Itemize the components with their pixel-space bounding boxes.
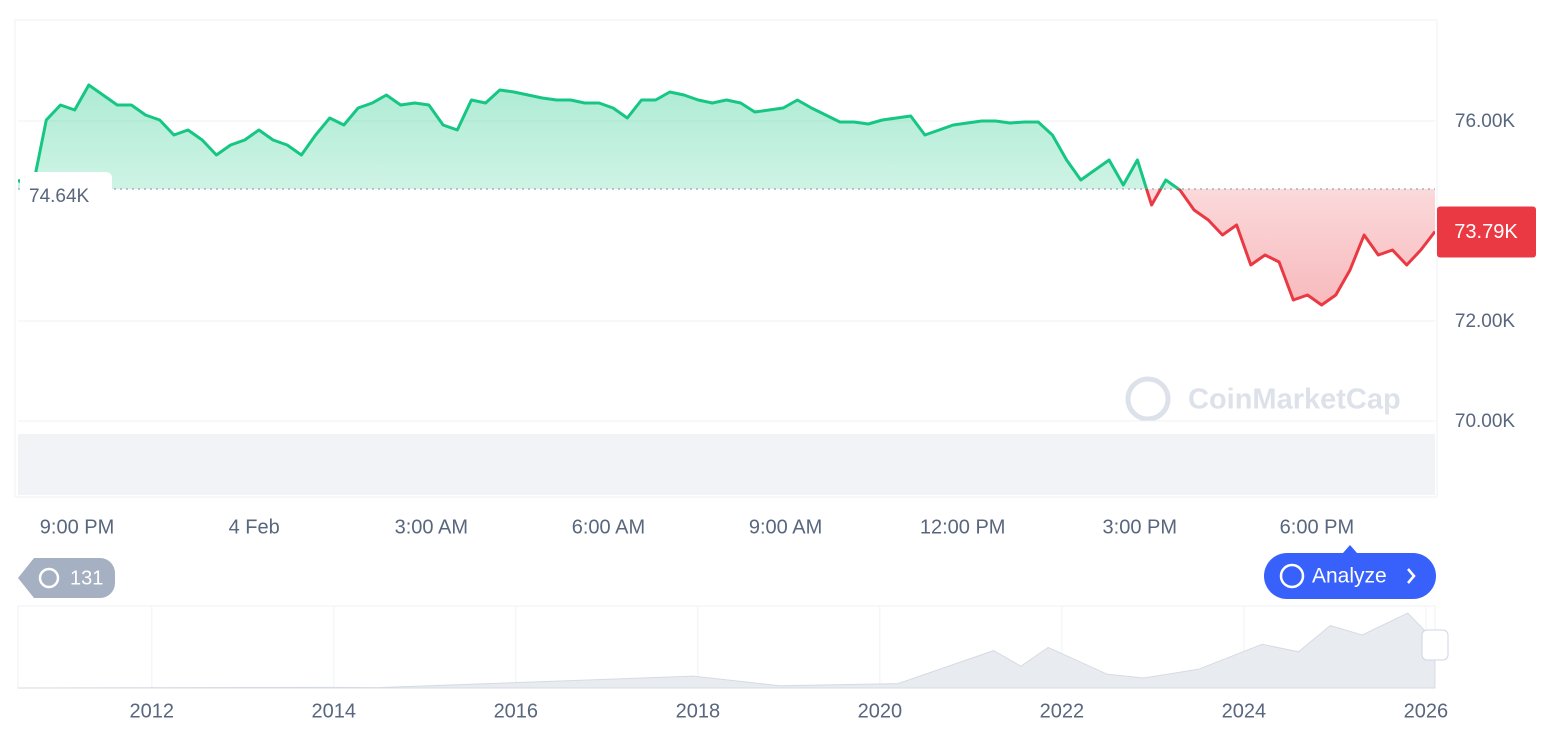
- analyze-bg[interactable]: [1264, 553, 1436, 599]
- analyze-icon: [1279, 563, 1305, 589]
- last-price-label: 73.79K: [1454, 221, 1518, 243]
- analyze-button[interactable]: Analyze: [1264, 545, 1436, 599]
- navigator: [17, 606, 1436, 689]
- navigator-x-label: 2024: [1222, 700, 1267, 722]
- navigator-x-label: 2022: [1040, 700, 1085, 722]
- last-price-badge: [1437, 206, 1536, 258]
- navigator-handle[interactable]: [1421, 629, 1449, 661]
- history-badge-bg: [18, 558, 115, 598]
- baseline-label: 74.64K: [29, 186, 90, 207]
- price-line-up: [18, 83, 1182, 189]
- plot-frame: [14, 19, 1438, 498]
- navigator-x-label: 2026: [1404, 700, 1449, 722]
- history-icon: [38, 567, 60, 589]
- x-tick-label: 6:00 AM: [572, 516, 645, 538]
- x-tick-label: 6:00 PM: [1280, 516, 1354, 538]
- y-tick-label: 76.00K: [1455, 111, 1516, 132]
- x-tick-label: 3:00 PM: [1103, 516, 1177, 538]
- watermark-logo: [1125, 376, 1171, 422]
- navigator-x-label: 2020: [858, 700, 903, 722]
- area-up: [18, 85, 1435, 189]
- navigator-area: [17, 612, 1436, 689]
- x-tick-label: 9:00 PM: [40, 516, 114, 538]
- x-tick-label: 9:00 AM: [749, 516, 822, 538]
- y-tick-label: 70.00K: [1455, 411, 1516, 432]
- navigator-x-label: 2018: [676, 700, 721, 722]
- analyze-pointer: [1343, 545, 1357, 553]
- x-tick-label: 4 Feb: [229, 516, 280, 538]
- navigator-x-label: 2016: [494, 700, 539, 722]
- navigator-x-label: 2014: [312, 700, 357, 722]
- navigator-x-label: 2012: [130, 700, 175, 722]
- volume-band: [18, 434, 1435, 495]
- history-badge: 131: [18, 558, 115, 598]
- analyze-label[interactable]: Analyze: [1312, 565, 1387, 588]
- analyze-chevron: [1407, 568, 1416, 584]
- watermark-text: CoinMarketCap: [1188, 384, 1401, 416]
- area-down: [18, 189, 1435, 305]
- watermark: CoinMarketCap: [1125, 376, 1401, 422]
- x-tick-label: 12:00 PM: [920, 516, 1006, 538]
- y-tick-label: 72.00K: [1455, 311, 1516, 332]
- x-tick-label: 3:00 AM: [395, 516, 468, 538]
- baseline-badge: [20, 172, 112, 204]
- history-count: 131: [70, 567, 103, 589]
- plot: 74.64K: [18, 83, 1435, 422]
- price-line-down: [28, 189, 1435, 307]
